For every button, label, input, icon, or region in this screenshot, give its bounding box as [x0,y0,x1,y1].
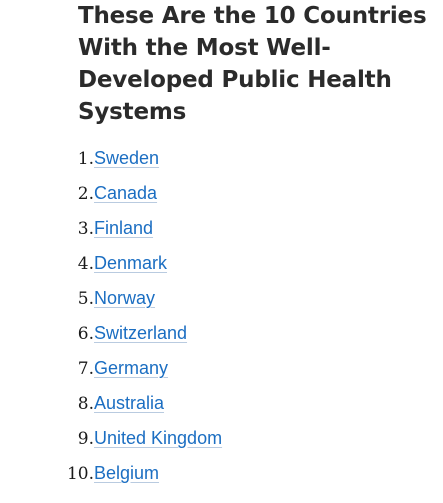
country-link-germany[interactable]: Germany [94,358,169,378]
country-list: 1. Sweden 2. Canada 3. Finland 4. Denmar… [67,141,418,491]
country-link-norway[interactable]: Norway [94,288,156,308]
country-link-denmark[interactable]: Denmark [94,253,168,273]
article: These Are the 10 Countries With the Most… [67,0,438,484]
list-item: 10. Belgium [67,456,418,491]
country-link-canada[interactable]: Canada [94,183,158,203]
list-item: 5. Norway [78,281,418,316]
list-item-number: 3. [77,218,94,239]
list-item-number: 8. [77,393,94,414]
page-title: These Are the 10 Countries With the Most… [78,3,427,125]
list-item: 7. Germany [78,351,418,386]
list-item-number: 5. [77,288,94,309]
country-link-australia[interactable]: Australia [94,393,165,413]
country-link-united-kingdom[interactable]: United Kingdom [94,428,223,448]
list-item-number: 4. [77,253,94,274]
country-link-switzerland[interactable]: Switzerland [94,323,188,343]
list-item-number: 6. [77,323,94,344]
country-link-sweden[interactable]: Sweden [94,148,160,168]
list-item-number: 10. [66,463,94,484]
list-item: 2. Canada [78,176,418,211]
list-item: 4. Denmark [78,246,418,281]
list-item: 9. United Kingdom [78,421,418,456]
country-link-finland[interactable]: Finland [94,218,154,238]
list-item: 6. Switzerland [78,316,418,351]
list-item: 3. Finland [78,211,418,246]
list-item-number: 9. [77,428,94,449]
list-item-number: 2. [77,183,94,204]
list-item: 1. Sweden [78,141,418,176]
list-item-number: 7. [77,358,94,379]
country-link-belgium[interactable]: Belgium [94,463,160,483]
list-item-number: 1. [77,148,94,169]
list-item: 8. Australia [78,386,418,421]
